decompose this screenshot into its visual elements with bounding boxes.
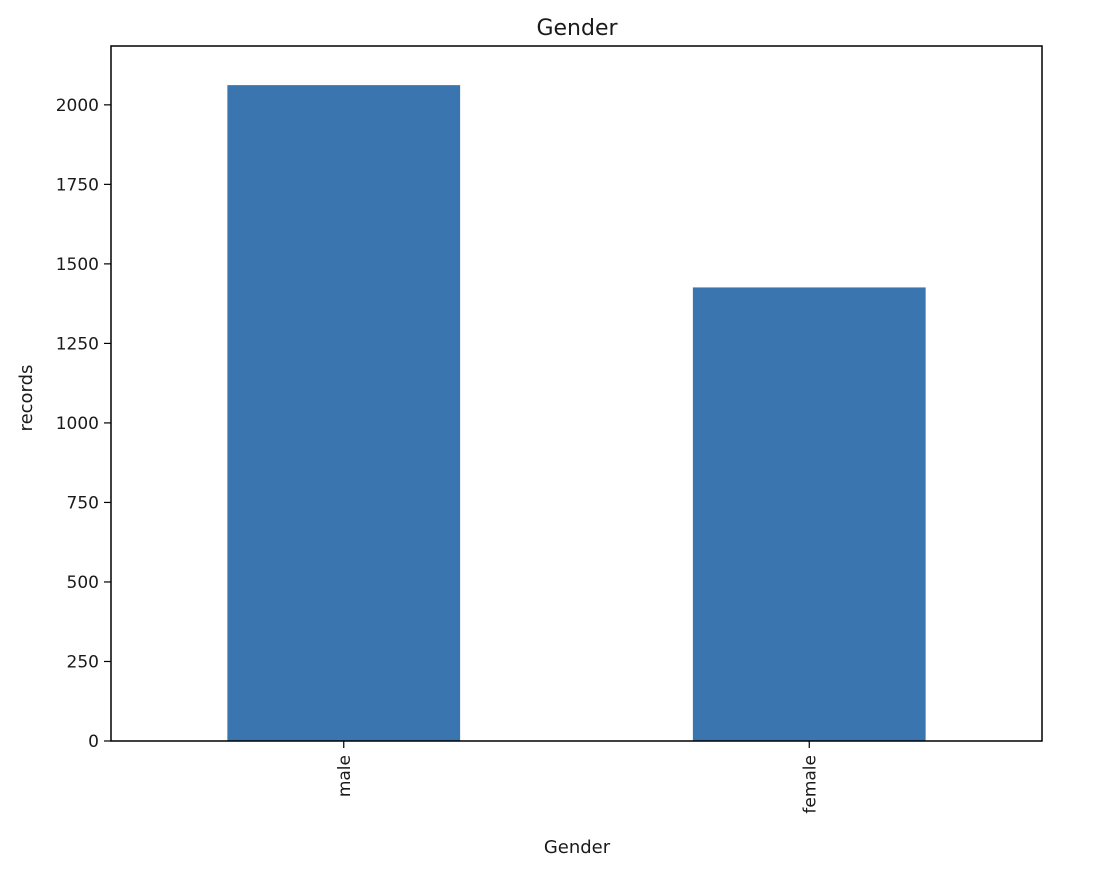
chart-title: Gender	[536, 16, 618, 41]
bars-group	[227, 85, 926, 741]
y-tick-label: 1750	[56, 175, 99, 195]
y-tick-label: 1500	[56, 255, 99, 275]
y-tick-label: 1000	[56, 414, 99, 434]
x-axis-ticks: male female	[335, 741, 820, 814]
y-axis-ticks: 0 250 500 750 1000 1250 1500 1750 2000	[56, 96, 111, 752]
bar-male	[227, 85, 461, 741]
y-tick-label: 250	[67, 652, 99, 672]
y-tick-label: 500	[67, 573, 99, 593]
y-tick-label: 0	[88, 732, 99, 752]
y-axis-label: records	[16, 365, 37, 432]
x-tick-label-female: female	[800, 755, 820, 814]
y-tick-label: 2000	[56, 96, 99, 116]
y-tick-label: 750	[67, 493, 99, 513]
plot-frame	[110, 45, 1043, 742]
x-axis-label: Gender	[544, 837, 611, 858]
bar-female	[692, 287, 926, 741]
y-tick-label: 1250	[56, 334, 99, 354]
x-tick-label-male: male	[335, 755, 355, 797]
